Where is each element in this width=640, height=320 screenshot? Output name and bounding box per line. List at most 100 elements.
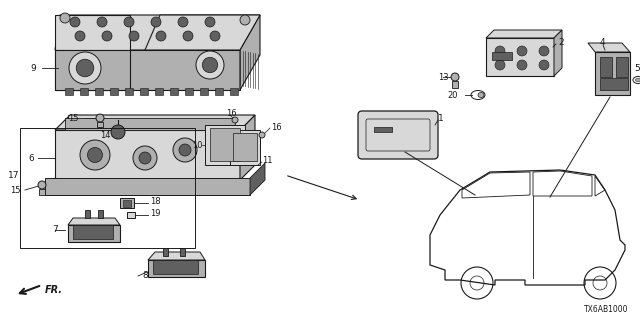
Circle shape bbox=[210, 31, 220, 41]
Bar bbox=[600, 78, 628, 90]
Polygon shape bbox=[140, 88, 148, 95]
Text: 16: 16 bbox=[226, 108, 237, 117]
Text: 16: 16 bbox=[271, 123, 282, 132]
Circle shape bbox=[205, 17, 215, 27]
Polygon shape bbox=[230, 88, 238, 95]
Polygon shape bbox=[155, 88, 163, 95]
Polygon shape bbox=[95, 88, 103, 95]
Bar bbox=[180, 248, 185, 256]
Text: 1: 1 bbox=[438, 114, 444, 123]
Text: FR.: FR. bbox=[45, 285, 63, 295]
Text: 10: 10 bbox=[192, 140, 202, 149]
Bar bbox=[233, 133, 257, 161]
Bar bbox=[153, 260, 198, 274]
Text: 9: 9 bbox=[30, 63, 36, 73]
Circle shape bbox=[539, 60, 549, 70]
Polygon shape bbox=[595, 52, 630, 95]
Polygon shape bbox=[240, 15, 260, 90]
Polygon shape bbox=[110, 88, 118, 95]
Bar bbox=[210, 128, 240, 161]
Bar bbox=[98, 210, 103, 218]
Text: 7: 7 bbox=[52, 226, 58, 235]
Text: 19: 19 bbox=[150, 209, 161, 218]
Circle shape bbox=[97, 17, 107, 27]
Polygon shape bbox=[215, 88, 223, 95]
Polygon shape bbox=[45, 178, 250, 195]
Circle shape bbox=[88, 148, 102, 163]
Polygon shape bbox=[240, 115, 255, 180]
Bar bbox=[452, 81, 458, 88]
Text: 18: 18 bbox=[150, 196, 161, 205]
Polygon shape bbox=[200, 88, 208, 95]
Text: 4: 4 bbox=[600, 37, 605, 46]
Polygon shape bbox=[588, 43, 630, 52]
Bar bbox=[85, 210, 90, 218]
Polygon shape bbox=[68, 218, 120, 225]
Bar bbox=[39, 189, 45, 195]
Polygon shape bbox=[170, 88, 178, 95]
Bar bbox=[73, 225, 113, 239]
Circle shape bbox=[196, 51, 224, 79]
Polygon shape bbox=[55, 15, 130, 50]
Polygon shape bbox=[80, 88, 88, 95]
Circle shape bbox=[179, 144, 191, 156]
Bar bbox=[616, 57, 628, 77]
Polygon shape bbox=[148, 252, 205, 260]
Text: 13: 13 bbox=[438, 73, 449, 82]
Ellipse shape bbox=[636, 78, 640, 82]
Circle shape bbox=[102, 31, 112, 41]
Circle shape bbox=[495, 46, 505, 56]
Circle shape bbox=[70, 17, 80, 27]
Text: 5: 5 bbox=[634, 63, 640, 73]
Bar bbox=[123, 200, 131, 207]
Circle shape bbox=[38, 181, 46, 189]
Polygon shape bbox=[55, 15, 260, 50]
Bar bbox=[20, 128, 195, 248]
FancyBboxPatch shape bbox=[358, 111, 438, 159]
Circle shape bbox=[129, 31, 139, 41]
Text: 14: 14 bbox=[100, 131, 111, 140]
Text: 2: 2 bbox=[558, 37, 564, 46]
Circle shape bbox=[151, 17, 161, 27]
Circle shape bbox=[202, 57, 218, 73]
Circle shape bbox=[139, 152, 151, 164]
Bar bbox=[205, 125, 245, 165]
Circle shape bbox=[156, 31, 166, 41]
Bar bbox=[120, 198, 134, 208]
Text: TX6AB1000: TX6AB1000 bbox=[584, 306, 628, 315]
Circle shape bbox=[60, 13, 70, 23]
Bar bbox=[600, 57, 612, 77]
Polygon shape bbox=[55, 50, 240, 90]
Circle shape bbox=[539, 46, 549, 56]
Circle shape bbox=[495, 60, 505, 70]
Polygon shape bbox=[250, 163, 265, 195]
Polygon shape bbox=[148, 260, 205, 277]
Circle shape bbox=[75, 31, 85, 41]
Text: 11: 11 bbox=[262, 156, 273, 164]
Polygon shape bbox=[486, 30, 562, 38]
Polygon shape bbox=[145, 15, 260, 50]
Circle shape bbox=[69, 52, 101, 84]
Polygon shape bbox=[486, 38, 554, 76]
Circle shape bbox=[178, 17, 188, 27]
Polygon shape bbox=[55, 115, 255, 130]
Circle shape bbox=[517, 60, 527, 70]
Polygon shape bbox=[185, 88, 193, 95]
Polygon shape bbox=[125, 88, 133, 95]
Polygon shape bbox=[65, 118, 235, 130]
Bar bbox=[492, 52, 512, 60]
Polygon shape bbox=[65, 88, 73, 95]
Circle shape bbox=[232, 117, 238, 123]
Circle shape bbox=[76, 59, 94, 77]
Circle shape bbox=[259, 132, 265, 138]
Text: 15: 15 bbox=[68, 114, 79, 123]
Ellipse shape bbox=[478, 92, 484, 98]
Circle shape bbox=[96, 114, 104, 122]
Circle shape bbox=[133, 146, 157, 170]
Bar bbox=[163, 248, 168, 256]
Polygon shape bbox=[55, 130, 240, 180]
Circle shape bbox=[517, 46, 527, 56]
Circle shape bbox=[111, 125, 125, 139]
Bar bbox=[374, 127, 392, 132]
Polygon shape bbox=[127, 212, 135, 218]
